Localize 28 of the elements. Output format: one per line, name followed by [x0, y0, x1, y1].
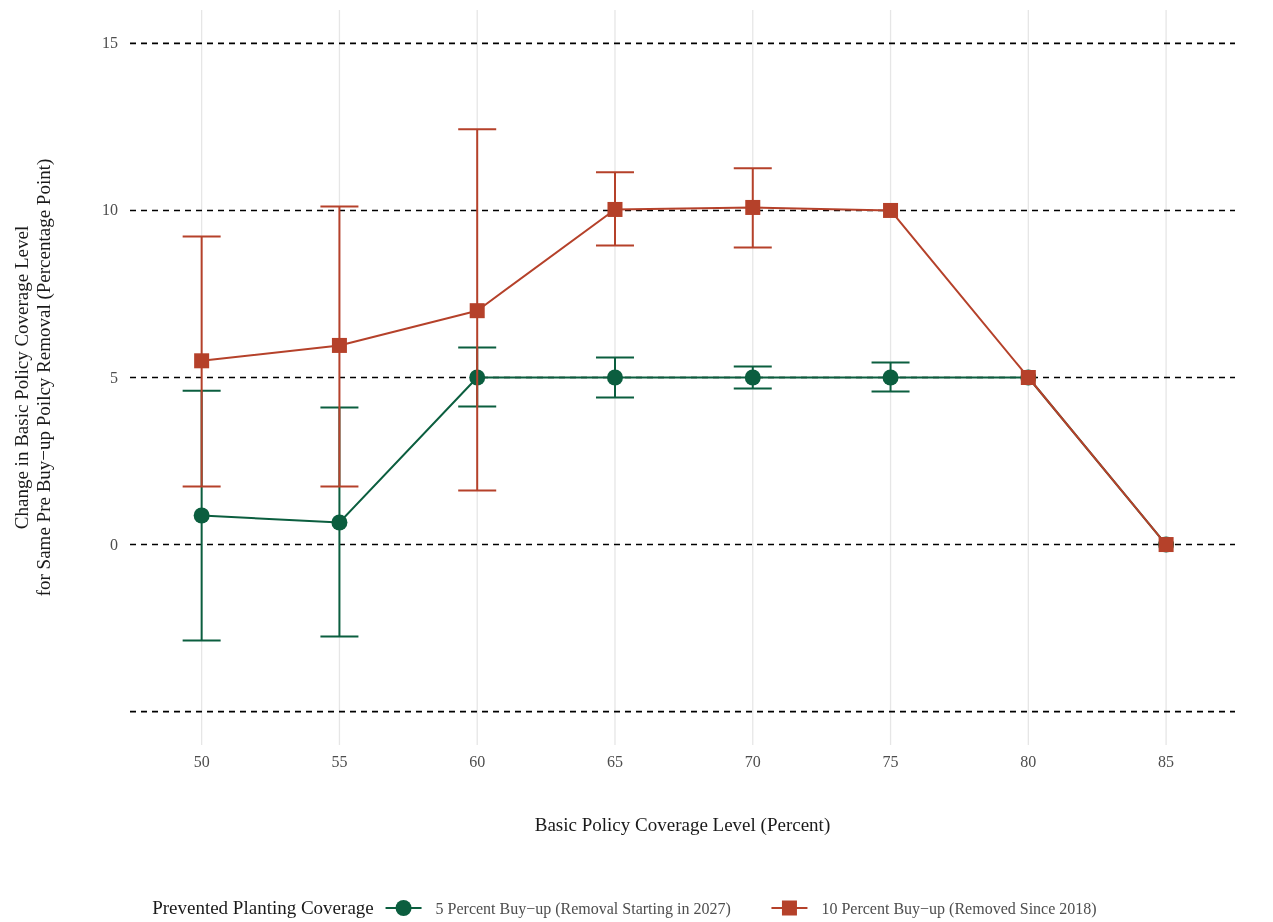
- point: [883, 202, 899, 218]
- point: [194, 353, 210, 369]
- y-tick-label: 0: [110, 535, 118, 553]
- y-tick-label: 15: [102, 34, 118, 52]
- x-tick-label: 85: [1158, 753, 1175, 770]
- x-tick-label: 65: [606, 753, 623, 770]
- point: [193, 507, 210, 524]
- point: [607, 201, 623, 217]
- point: [331, 337, 347, 353]
- y-tick-label: 10: [102, 201, 118, 219]
- x-axis-title: Basic Policy Coverage Level (Percent): [534, 814, 831, 836]
- x-tick-label: 60: [469, 753, 486, 770]
- legend-title: Prevented Planting Coverage: [152, 897, 374, 918]
- x-tick-label: 80: [1020, 753, 1037, 770]
- x-tick-label: 55: [331, 753, 348, 770]
- x-tick-label: 70: [744, 753, 761, 770]
- point: [882, 369, 899, 386]
- point: [331, 514, 348, 531]
- legend-label: 10 Percent Buy−up (Removed Since 2018): [821, 900, 1097, 918]
- x-tick-label: 75: [882, 753, 899, 770]
- point: [606, 369, 623, 386]
- point: [745, 199, 761, 215]
- x-tick-label: 50: [193, 753, 210, 770]
- y-tick-label: 5: [110, 368, 118, 386]
- point: [744, 369, 761, 386]
- legend-label: 5 Percent Buy−up (Removal Starting in 2027): [435, 900, 731, 918]
- y-axis-title: Change in Basic Policy Coverage Level for Same Pre Buy−up Poilcy Removal (Percentage Point): [11, 158, 55, 597]
- point: [469, 303, 485, 319]
